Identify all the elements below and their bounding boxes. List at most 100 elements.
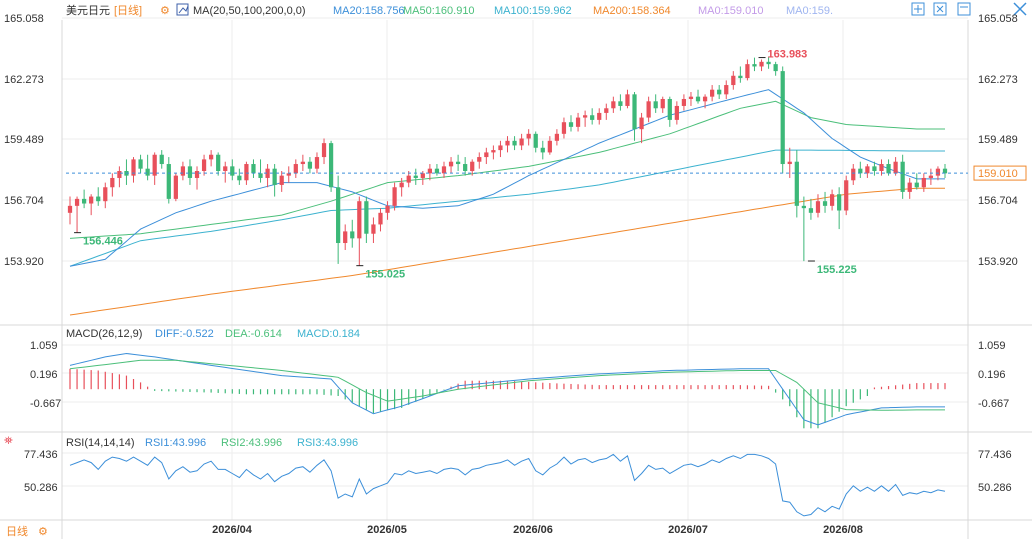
- shrink-icon[interactable]: [933, 2, 947, 16]
- macd-title: MACD(26,12,9): [66, 328, 142, 340]
- ma-value-label: MA20:158.756: [333, 5, 405, 17]
- period-tab[interactable]: 日线: [6, 524, 28, 538]
- candle-body: [434, 168, 440, 174]
- macd-labels: DIFF:-0.522 DEA:-0.614 MACD:0.184: [155, 328, 360, 340]
- candle-body: [512, 140, 517, 146]
- candle-body: [590, 115, 595, 120]
- candle-body: [554, 133, 560, 141]
- candle-body: [695, 96, 701, 102]
- ma-value-label: MA0:159.010: [698, 5, 763, 17]
- candle-body: [604, 108, 609, 113]
- price-axis: 165.058 165.058 162.273 162.273 159.489 159.4…: [4, 13, 1018, 268]
- candle-body: [738, 75, 743, 79]
- macd-tick-right: -0.667: [978, 398, 1009, 410]
- candle-body: [745, 64, 750, 79]
- candle-body: [618, 101, 623, 106]
- candle-body: [251, 164, 256, 174]
- candle-body: [660, 98, 665, 109]
- macd-tick-left: 1.059: [30, 340, 58, 352]
- candle-body: [611, 101, 616, 109]
- expand-icon[interactable]: [911, 2, 925, 16]
- ma-value-label: MA50:160.910: [403, 5, 475, 17]
- window-icon[interactable]: [957, 2, 971, 16]
- rsi-panel[interactable]: ⛯ RSI(14,14,14) RSI1:43.996 RSI2:43.996 RS…: [4, 435, 1012, 517]
- ma-value-label: MA0:159.: [786, 5, 833, 17]
- candle-body: [829, 194, 835, 206]
- macd-value-label: MACD:0.184: [297, 328, 360, 340]
- price-tick-right: 153.920: [978, 256, 1018, 268]
- price-tick-left: 153.920: [4, 256, 44, 268]
- gear-icon[interactable]: ⚙: [160, 5, 170, 17]
- annotation-label: 155.225: [817, 264, 857, 276]
- price-tick-left: 165.058: [4, 13, 44, 25]
- candle-body: [822, 201, 828, 206]
- rsi-value-label: RSI3:43.996: [297, 437, 358, 449]
- macd-lines: [69, 352, 945, 426]
- candle-body: [378, 212, 383, 225]
- candle-body: [343, 231, 348, 244]
- macd-tick-left: 0.196: [30, 369, 58, 381]
- candle-body: [801, 205, 806, 209]
- candle-body: [815, 201, 821, 213]
- candle-body: [385, 205, 390, 213]
- candle-body: [879, 164, 884, 171]
- time-tick: 2026/06: [513, 524, 553, 536]
- ma-edit-icon[interactable]: [176, 3, 189, 16]
- candle-body: [632, 94, 637, 130]
- candle-body: [328, 143, 334, 188]
- candle-body: [223, 166, 228, 171]
- time-tick: 2026/07: [668, 524, 708, 536]
- candle-body: [575, 117, 581, 127]
- candle-body: [392, 187, 397, 206]
- rsi-value-label: RSI2:43.996: [221, 437, 282, 449]
- time-axis: 2026/04 2026/05 2026/06 2026/07 2026/08: [212, 524, 863, 536]
- macd-panel[interactable]: MACD(26,12,9) DIFF:-0.522 DEA:-0.614 MACD:…: [30, 328, 1009, 429]
- ma50-line: [69, 100, 945, 239]
- candle-body: [498, 145, 503, 151]
- macd-value-label: DIFF:-0.522: [155, 328, 214, 340]
- period-label[interactable]: [日线]: [114, 3, 142, 17]
- time-tick: 2026/05: [367, 524, 407, 536]
- candle-body: [766, 61, 771, 65]
- annotation-label: 163.983: [768, 49, 808, 61]
- candle-body: [872, 166, 877, 171]
- candle-body: [688, 96, 694, 99]
- candle-body: [67, 205, 73, 213]
- candle-body: [752, 64, 757, 67]
- candle-body: [625, 94, 630, 106]
- candle-body: [307, 161, 313, 169]
- candle-body: [653, 101, 658, 109]
- candle-body: [935, 168, 941, 176]
- candle-body: [942, 168, 948, 174]
- candle-body: [300, 161, 305, 165]
- gear-icon-footer[interactable]: ⚙: [38, 526, 48, 538]
- close-icon[interactable]: [1013, 2, 1027, 16]
- macd-dea-line: [69, 359, 945, 411]
- time-tick: 2026/04: [212, 524, 253, 536]
- rsi-value-label: RSI1:43.996: [145, 437, 206, 449]
- candle-body: [900, 161, 905, 192]
- candle-body: [448, 161, 454, 167]
- candle-body: [103, 187, 108, 202]
- candle-body: [851, 168, 856, 181]
- price-tick-right: 165.058: [978, 13, 1018, 25]
- candle-body: [237, 175, 242, 181]
- chart-header: 美元日元 [日线] ⚙ MA(20,50,100,200,0,0) MA20:1…: [66, 2, 1027, 17]
- candle-body: [173, 175, 178, 199]
- macd-value-label: DEA:-0.614: [225, 328, 282, 340]
- rsi-tick-left: 77.436: [24, 449, 58, 461]
- candle-body: [583, 115, 588, 118]
- ma-value-label: MA200:158.364: [593, 5, 671, 17]
- candle-body: [710, 89, 715, 97]
- price-tick-left: 156.704: [4, 195, 44, 207]
- candle-body: [117, 171, 122, 178]
- rsi-settings-icon[interactable]: ⛯: [4, 435, 13, 447]
- ma-edit-icon-line: [178, 5, 189, 14]
- candle-body: [314, 157, 320, 169]
- candle-body: [286, 173, 291, 176]
- candle-body: [201, 159, 207, 171]
- candle-body: [336, 187, 341, 244]
- candle-body: [858, 168, 863, 174]
